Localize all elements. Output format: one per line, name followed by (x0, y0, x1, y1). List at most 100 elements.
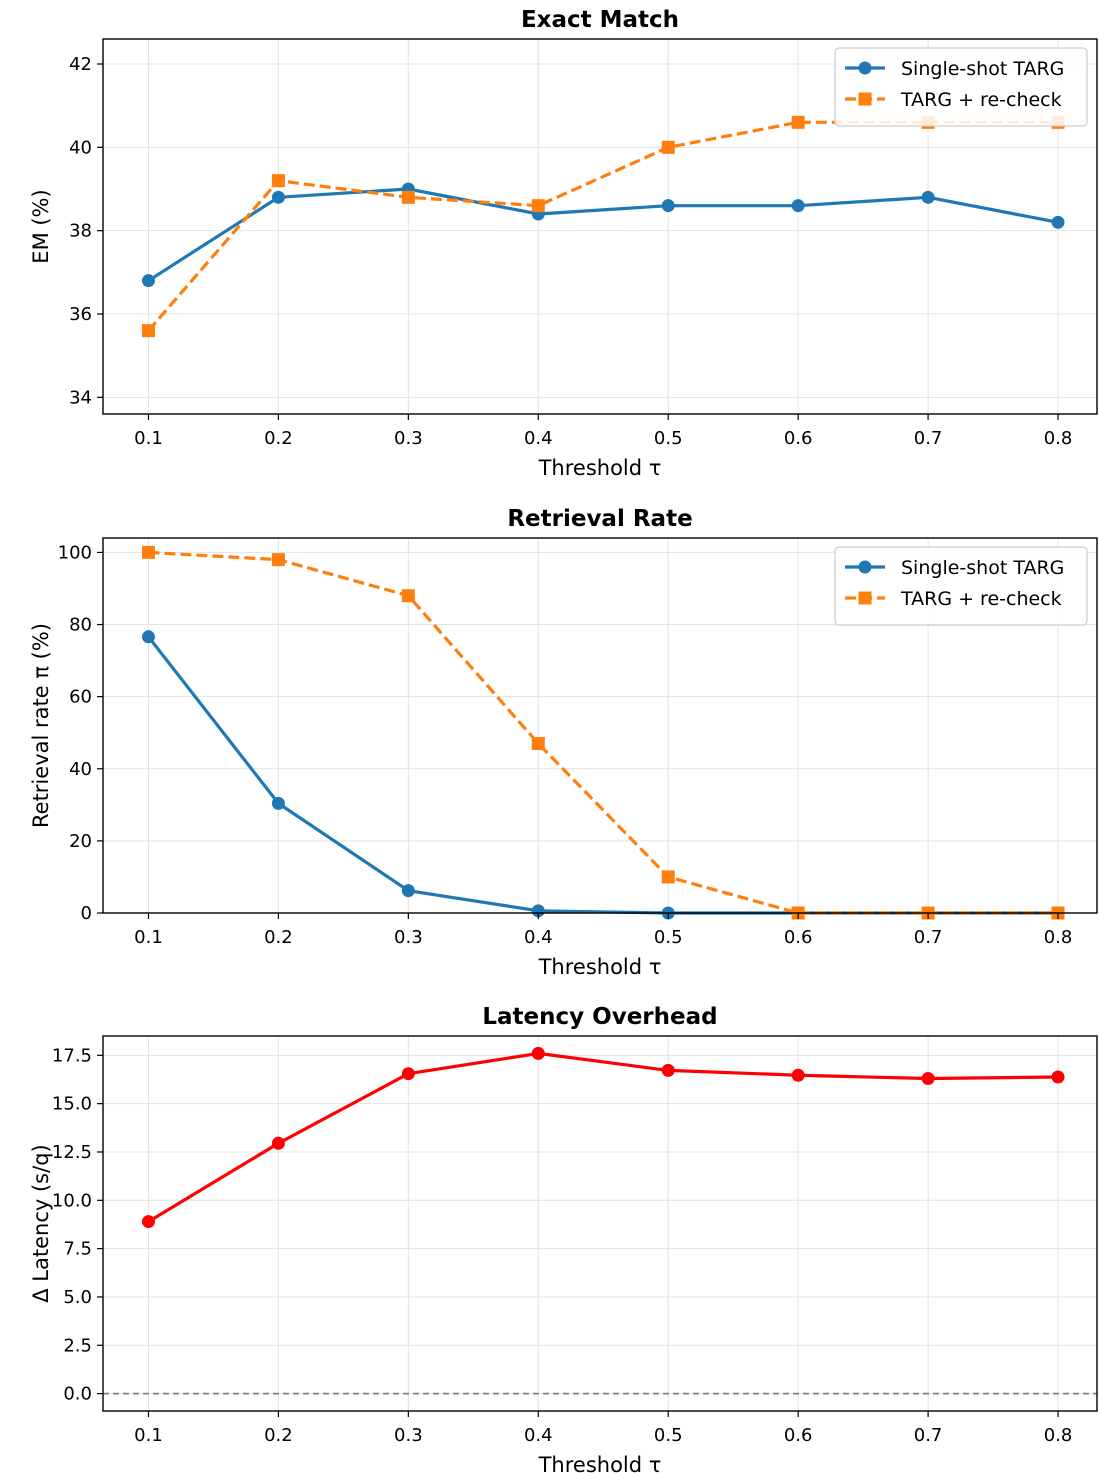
y-tick-label: 40 (69, 759, 92, 780)
x-tick-label: 0.3 (394, 1425, 423, 1446)
data-point-targ-re-check (271, 174, 285, 188)
plot-frame (102, 537, 1098, 914)
legend-marker-targ-re-check (858, 591, 872, 605)
legend-box (834, 546, 1088, 626)
data-point-targ-re-check (271, 553, 285, 567)
data-point-single-shot-targ (271, 796, 285, 810)
legend-marker-single-shot-targ (858, 560, 872, 574)
x-tick-label: 0.7 (914, 1425, 943, 1446)
data-point-series-0 (141, 1215, 155, 1229)
x-axis-label: Threshold τ (538, 955, 662, 979)
y-tick-label: 42 (69, 54, 92, 75)
panel-retrieval-rate: 0.1 0.2 0.3 0.4 0.5 0.6 0.7 0.8 0 20 40 60 80 100 Retr… (29, 506, 1098, 979)
legend-label: TARG + re-check (900, 588, 1062, 610)
x-tick-label: 0.2 (264, 1425, 293, 1446)
x-tick-label: 0.6 (784, 927, 813, 948)
x-tick-label: 0.6 (784, 1425, 813, 1446)
y-axis-label: Δ Latency (s/q) (29, 1144, 53, 1302)
y-axis-label: Retrieval rate π (%) (29, 623, 53, 828)
data-point-series-0 (661, 1063, 675, 1077)
plot-frame (102, 38, 1098, 415)
x-tick-label: 0.4 (524, 428, 553, 449)
chart-title: Exact Match (521, 7, 679, 33)
x-tick-label: 0.1 (134, 428, 163, 449)
x-tick-label: 0.5 (654, 428, 683, 449)
y-tick-label: 36 (69, 304, 92, 325)
x-tick-label: 0.3 (394, 428, 423, 449)
y-tick-label: 40 (69, 137, 92, 158)
data-point-series-0 (1051, 1070, 1065, 1084)
y-tick-label: 17.5 (52, 1045, 92, 1066)
data-point-single-shot-targ (531, 904, 545, 918)
data-point-targ-re-check (661, 140, 675, 154)
data-point-targ-re-check (141, 545, 155, 559)
y-tick-label: 60 (69, 687, 92, 708)
data-point-single-shot-targ (401, 884, 415, 898)
y-tick-label: 100 (58, 542, 92, 563)
x-tick-label: 0.7 (914, 428, 943, 449)
y-tick-label: 15.0 (52, 1094, 92, 1115)
x-tick-label: 0.8 (1044, 927, 1073, 948)
y-tick-label: 5.0 (63, 1287, 92, 1308)
series-line-single-shot-targ (147, 635, 1059, 915)
data-point-targ-re-check (401, 190, 415, 204)
x-tick-label: 0.2 (264, 428, 293, 449)
x-tick-label: 0.1 (134, 927, 163, 948)
legend-label: Single-shot TARG (901, 557, 1064, 579)
y-tick-label: 10.0 (52, 1190, 92, 1211)
y-axis-label: EM (%) (29, 189, 53, 263)
y-tick-label: 0 (81, 903, 92, 924)
legend-marker-targ-re-check (858, 92, 872, 106)
data-point-targ-re-check (141, 324, 155, 338)
data-point-single-shot-targ (141, 274, 155, 288)
data-point-series-0 (401, 1067, 415, 1081)
x-tick-label: 0.4 (524, 927, 553, 948)
chart-title: Latency Overhead (482, 1004, 717, 1030)
legend-box (834, 47, 1088, 127)
data-point-single-shot-targ (661, 199, 675, 213)
data-point-targ-re-check (531, 737, 545, 751)
x-tick-label: 0.4 (524, 1425, 553, 1446)
legend-label: TARG + re-check (900, 89, 1062, 111)
series-line-targ-re-check (147, 120, 1059, 332)
y-tick-label: 0.0 (63, 1384, 92, 1405)
x-tick-label: 0.6 (784, 428, 813, 449)
legend: Single-shot TARG TARG + re-check (834, 47, 1088, 127)
y-tick-label: 12.5 (52, 1142, 92, 1163)
data-point-targ-re-check (531, 199, 545, 213)
y-tick-label: 38 (69, 221, 92, 242)
chart-title: Retrieval Rate (507, 506, 692, 532)
series-line-series-0 (147, 1051, 1059, 1223)
data-point-single-shot-targ (791, 199, 805, 213)
panel-exact-match: 0.1 0.2 0.3 0.4 0.5 0.6 0.7 0.8 34 36 38 40 42 Exact … (29, 7, 1098, 480)
y-tick-label: 2.5 (63, 1335, 92, 1356)
y-tick-label: 7.5 (63, 1239, 92, 1260)
plot-frame (102, 1035, 1098, 1412)
x-tick-label: 0.5 (654, 927, 683, 948)
data-point-targ-re-check (791, 115, 805, 129)
y-tick-label: 20 (69, 831, 92, 852)
series-line-targ-re-check (148, 550, 1059, 915)
data-point-series-0 (531, 1046, 545, 1060)
legend-marker-single-shot-targ (858, 61, 872, 75)
x-axis-label: Threshold τ (538, 456, 662, 480)
x-tick-label: 0.1 (134, 1425, 163, 1446)
x-tick-label: 0.8 (1044, 428, 1073, 449)
y-tick-label: 34 (69, 387, 92, 408)
data-point-series-0 (921, 1072, 935, 1086)
y-tick-label: 80 (69, 615, 92, 636)
data-point-single-shot-targ (921, 190, 935, 204)
data-point-series-0 (791, 1068, 805, 1082)
data-point-single-shot-targ (141, 630, 155, 644)
x-axis-label: Threshold τ (538, 1453, 662, 1473)
legend-label: Single-shot TARG (901, 58, 1064, 80)
data-point-single-shot-targ (271, 190, 285, 204)
data-point-targ-re-check (401, 589, 415, 603)
data-point-series-0 (271, 1136, 285, 1150)
data-point-single-shot-targ (1051, 215, 1065, 229)
x-tick-label: 0.5 (654, 1425, 683, 1446)
legend: Single-shot TARG TARG + re-check (834, 546, 1088, 626)
x-tick-label: 0.7 (914, 927, 943, 948)
series-line-single-shot-targ (147, 187, 1059, 283)
